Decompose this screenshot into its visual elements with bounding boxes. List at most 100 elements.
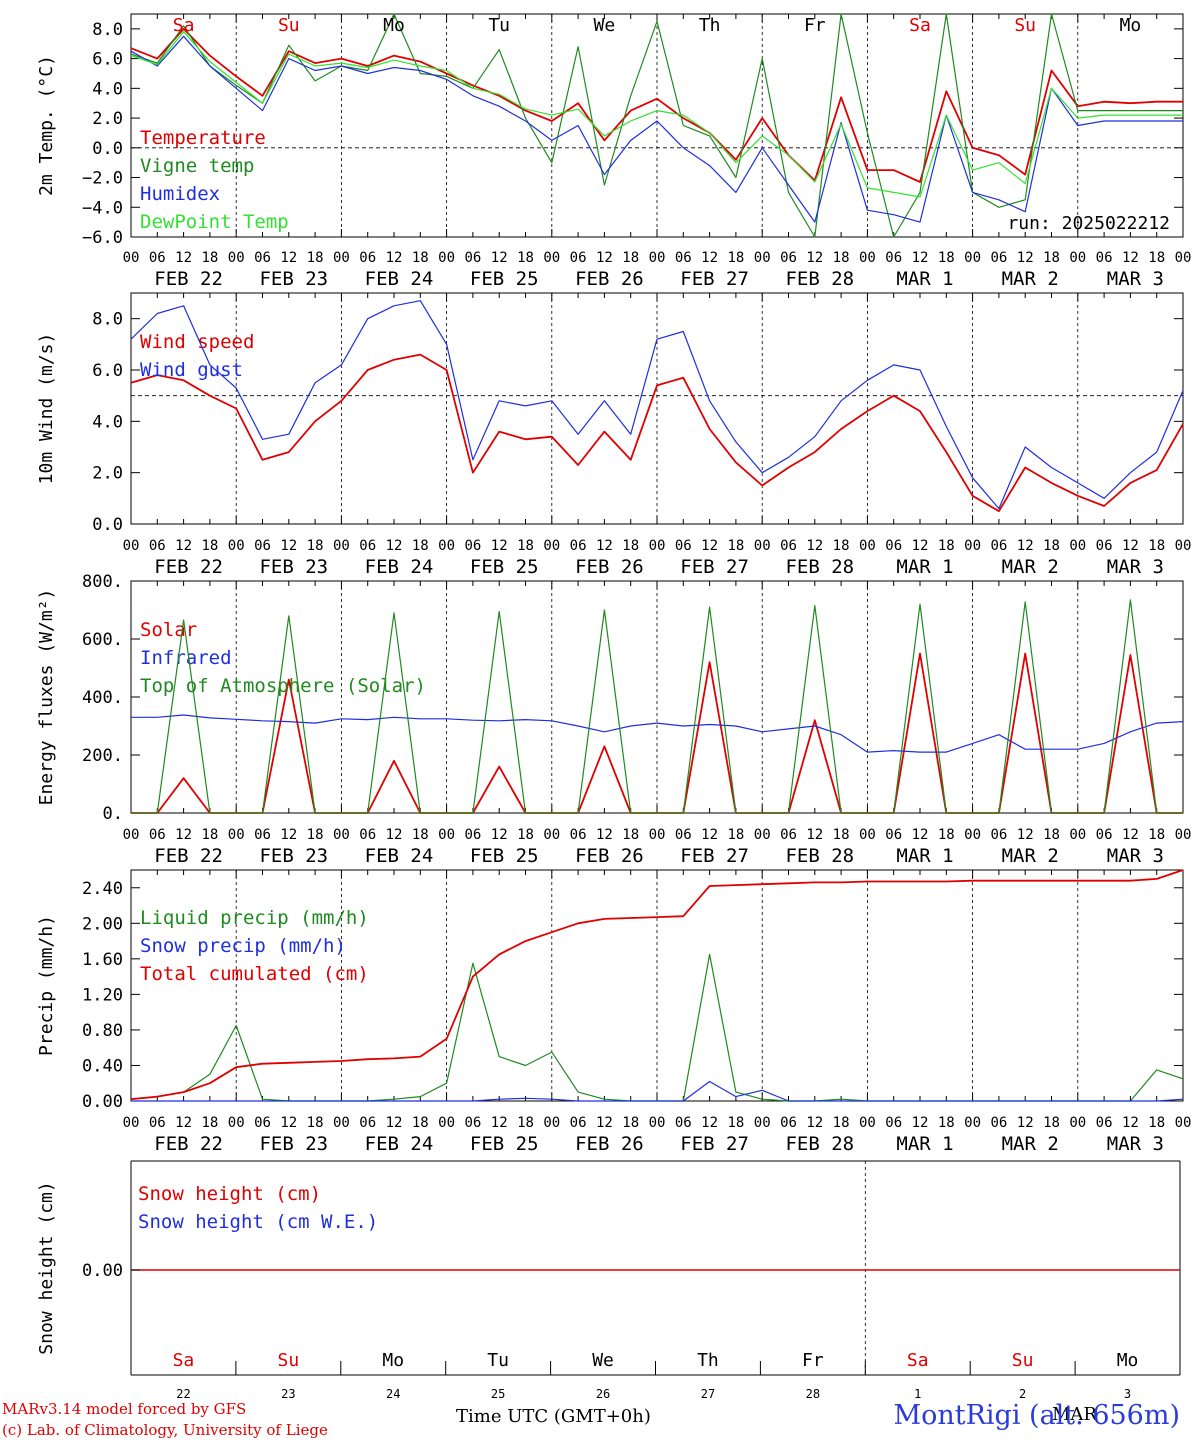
hour-tick-label: 00 [543, 538, 560, 554]
hour-tick-label: 18 [938, 538, 955, 554]
hour-tick-label: 00 [228, 250, 245, 266]
date-label: FEB 26 [575, 268, 644, 290]
hour-tick-label: 00 [228, 827, 245, 843]
hour-tick-label: 00 [123, 1115, 140, 1131]
y-axis-label: 2m Temp. (°C) [36, 55, 57, 196]
legend-entry: Humidex [140, 183, 220, 205]
hour-tick-label: 12 [280, 250, 297, 266]
y-tick-label: 2.40 [82, 879, 123, 899]
weekday-label: Th [699, 15, 721, 36]
hour-tick-label: 00 [438, 1115, 455, 1131]
series-line-3 [131, 599, 1183, 814]
hour-tick-label: 12 [596, 827, 613, 843]
hour-tick-label: 00 [438, 538, 455, 554]
hour-tick-label: 12 [1122, 250, 1139, 266]
hour-tick-label: 00 [333, 827, 350, 843]
hour-tick-label: 06 [149, 250, 166, 266]
hour-tick-label: 00 [1175, 250, 1192, 266]
y-tick-label: 0.0 [92, 515, 123, 535]
series-line-3 [130, 35, 1183, 223]
weekday-label: Mo [383, 15, 405, 36]
y-tick-label: 800. [82, 572, 123, 592]
hour-tick-label: 06 [570, 827, 587, 843]
hour-tick-label: 18 [307, 827, 324, 843]
hour-tick-label: 18 [1043, 1115, 1060, 1131]
y-tick-label: 4.0 [92, 79, 123, 99]
hour-tick-label: 06 [359, 250, 376, 266]
weekday-label: Mo [1117, 1350, 1139, 1371]
hour-tick-label: 00 [754, 827, 771, 843]
hour-tick-label: 12 [175, 250, 192, 266]
hour-tick-label: 06 [990, 250, 1007, 266]
date-label: MAR 1 [896, 1133, 953, 1155]
legend-entry: Wind speed [140, 331, 254, 353]
hour-tick-label: 00 [649, 538, 666, 554]
legend-entry: Liquid precip (mm/h) [140, 907, 369, 929]
hour-tick-label: 18 [1148, 1115, 1165, 1131]
panel-5: 0.00 Snow height (cm) Snow height (cm) Snow… [36, 1160, 1181, 1400]
hour-tick-label: 00 [228, 1115, 245, 1131]
hour-tick-label: 12 [491, 827, 508, 843]
y-tick-label: 0.0 [92, 139, 123, 159]
date-label: MAR 2 [1002, 845, 1059, 867]
hour-tick-label: 12 [596, 250, 613, 266]
date-label: FEB 25 [470, 845, 539, 867]
weekday-label: Fr [802, 1350, 824, 1371]
hour-tick-label: 18 [622, 827, 639, 843]
legend-entry: Vigne temp [140, 155, 254, 177]
hour-tick-label: 06 [149, 827, 166, 843]
series-line-4 [130, 31, 1183, 198]
legend-entry: DewPoint Temp [140, 211, 289, 233]
hour-tick-label: 12 [175, 538, 192, 554]
date-label: MAR 3 [1107, 268, 1164, 290]
y-axis-label: Snow height (cm) [36, 1181, 57, 1354]
legend-entry: Total cumulated (cm) [140, 963, 369, 985]
hour-tick-label: 00 [1069, 250, 1086, 266]
hour-tick-label: 06 [885, 827, 902, 843]
date-label: FEB 24 [365, 1133, 434, 1155]
hour-tick-label: 06 [464, 538, 481, 554]
hour-tick-label: 00 [964, 250, 981, 266]
y-tick-label: 8.0 [92, 20, 123, 40]
meteogram: 8.0 6.0 4.0 2.0 0.0 −2.0 −4.0 −6.0 2m Temp. (°C)… [36, 13, 1192, 1400]
hour-tick-label: 12 [701, 250, 718, 266]
series-line-2 [131, 1080, 1184, 1102]
hour-tick-label: 06 [885, 250, 902, 266]
date-label: MAR 2 [1002, 268, 1059, 290]
hour-tick-label: 00 [859, 250, 876, 266]
series-line-1 [130, 353, 1184, 513]
hour-tick-label: 18 [412, 827, 429, 843]
hour-tick-label: 00 [964, 538, 981, 554]
hour-tick-label: 06 [885, 538, 902, 554]
hour-tick-label: 18 [622, 538, 639, 554]
hour-tick-label: 06 [1096, 250, 1113, 266]
hour-tick-label: 12 [912, 1115, 929, 1131]
hour-tick-label: 00 [754, 1115, 771, 1131]
hour-tick-label: 12 [1017, 250, 1034, 266]
date-label: FEB 23 [259, 845, 328, 867]
hour-tick-label: 06 [254, 538, 271, 554]
hour-tick-label: 00 [1175, 1115, 1192, 1131]
date-label: FEB 22 [154, 268, 223, 290]
y-tick-label: 2.0 [92, 109, 123, 129]
panel-3: 800. 600. 400. 200. 0. Energy fluxes (W/m²) So… [36, 572, 1191, 867]
hour-tick-label: 06 [1096, 1115, 1113, 1131]
hour-tick-label: 12 [806, 538, 823, 554]
hour-tick-label: 00 [649, 250, 666, 266]
hour-tick-label: 18 [201, 250, 218, 266]
day-number-label: 24 [386, 1387, 400, 1400]
legend-entry: Snow height (cm W.E.) [138, 1211, 378, 1233]
weekday-label: Su [278, 1350, 300, 1371]
date-label: FEB 28 [785, 1133, 854, 1155]
hour-tick-label: 06 [359, 827, 376, 843]
y-tick-label: 0.00 [82, 1261, 123, 1281]
hour-tick-label: 18 [412, 538, 429, 554]
hour-tick-label: 18 [833, 538, 850, 554]
hour-tick-label: 12 [1122, 1115, 1139, 1131]
weekday-label: Mo [382, 1350, 404, 1371]
hour-tick-label: 18 [938, 250, 955, 266]
hour-tick-label: 18 [517, 827, 534, 843]
y-tick-label: 0.80 [82, 1021, 123, 1041]
hour-tick-label: 06 [149, 538, 166, 554]
date-label: MAR 3 [1107, 556, 1164, 578]
